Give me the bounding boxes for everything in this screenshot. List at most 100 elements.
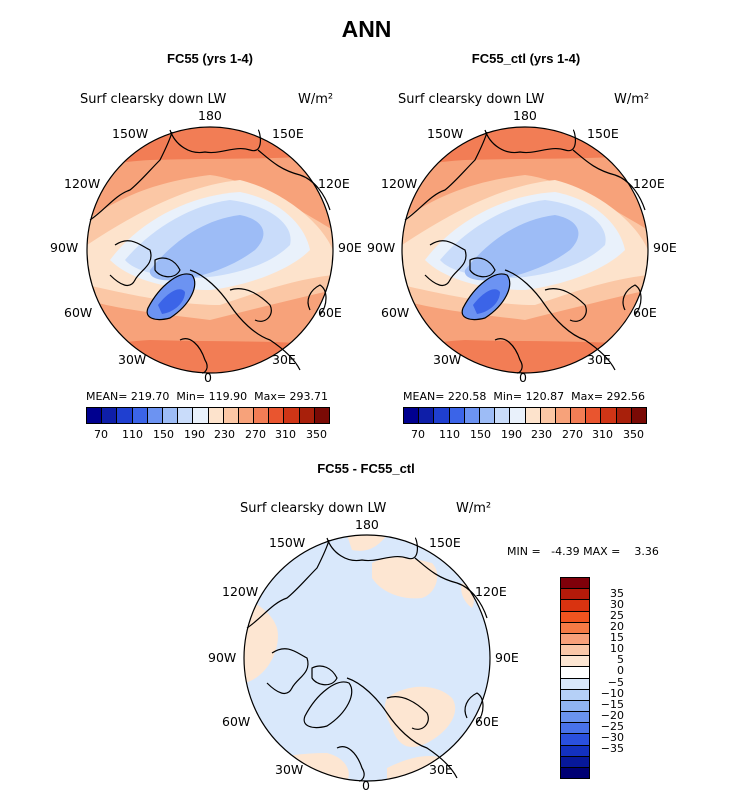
lon-label-120w: 120W (222, 584, 259, 599)
colorbar-swatch (561, 667, 589, 679)
colorbar-swatch (561, 600, 589, 612)
cb2-tick: 150 (470, 428, 491, 441)
lon-label-30e: 30E (429, 762, 453, 777)
lon-label-30e: 30E (272, 352, 296, 367)
lon-label-0: 0 (519, 370, 527, 385)
coastlines (89, 129, 331, 374)
cb3-tick: −15 (600, 697, 624, 711)
colorbar-swatch (561, 756, 589, 768)
panel-2-title: FC55_ctl (yrs 1-4) (471, 51, 581, 66)
panel-2-colorbar-ticks: 70 110 150 190 230 270 310 350 (403, 428, 647, 442)
colorbar-swatch (314, 408, 329, 423)
lon-label-30e: 30E (587, 352, 611, 367)
lon-label-90e: 90E (653, 240, 677, 255)
lon-label-180: 180 (513, 108, 537, 123)
lon-label-90e: 90E (338, 240, 362, 255)
map-field-outer (244, 535, 490, 781)
colorbar-swatch (284, 408, 300, 423)
cb3-tick: 25 (610, 608, 624, 622)
panel-1-colorbar-ticks: 70 110 150 190 230 270 310 350 (86, 428, 330, 442)
cb3-tick: −20 (600, 708, 624, 722)
colorbar-swatch (223, 408, 239, 423)
panel-2-units: W/m² (614, 92, 650, 107)
figure-title: ANN (341, 16, 392, 42)
lon-label-60w: 60W (381, 305, 410, 320)
panel-1-variable: Surf clearsky down LW (80, 92, 227, 107)
lon-label-90w: 90W (367, 240, 396, 255)
colorbar-swatch (601, 408, 617, 423)
panel-1-units: W/m² (298, 92, 334, 107)
colorbar-swatch (419, 408, 435, 423)
cb3-tick: −10 (600, 686, 624, 700)
lon-label-180: 180 (355, 517, 379, 532)
map-border (401, 126, 649, 374)
lon-label-30w: 30W (433, 352, 462, 367)
panel-3-title: FC55 - FC55_ctl (317, 461, 415, 476)
cb3-tick: −5 (607, 675, 624, 689)
cb1-tick: 270 (245, 428, 266, 441)
cb2-tick: 190 (501, 428, 522, 441)
panel-2-stats: MEAN= 220.58 Min= 120.87 Max= 292.56 (403, 390, 646, 403)
lon-label-120w: 120W (381, 176, 418, 191)
colorbar-swatch (561, 745, 589, 757)
cb3-tick: −25 (600, 720, 624, 733)
colorbar-swatch (87, 408, 103, 423)
colorbar-swatch (404, 408, 420, 423)
colorbar-swatch (561, 589, 589, 601)
cb3-tick: −30 (600, 731, 624, 745)
colorbar-swatch (561, 712, 589, 724)
colorbar-swatch (561, 656, 589, 668)
coastlines (246, 537, 488, 782)
panel-2-polar-map (401, 126, 649, 374)
colorbar-swatch (147, 408, 163, 423)
lon-label-90e: 90E (495, 650, 519, 665)
colorbar-swatch (510, 408, 526, 423)
cb3-tick: 15 (610, 631, 624, 645)
lon-label-120e: 120E (318, 176, 350, 191)
cb1-tick: 230 (214, 428, 235, 441)
lon-label-150e: 150E (272, 126, 304, 141)
cb3-tick: 35 (610, 586, 624, 600)
colorbar-swatch (495, 408, 511, 423)
cb1-tick: 190 (184, 428, 205, 441)
cb3-tick: 5 (617, 653, 624, 667)
lon-label-0: 0 (204, 370, 212, 385)
colorbar-swatch (586, 408, 602, 423)
lon-label-60e: 60E (318, 305, 342, 320)
colorbar-swatch (132, 408, 148, 423)
lon-label-30w: 30W (118, 352, 147, 367)
lon-label-120e: 120E (633, 176, 665, 191)
colorbar-swatch (238, 408, 255, 423)
panel-3-colorbar (560, 577, 590, 779)
panel-3-polar-map (243, 534, 491, 782)
panel-3-stats: MIN = -4.39 MAX = 3.36 (507, 545, 659, 558)
colorbar-swatch (102, 408, 118, 423)
map-border (243, 534, 491, 782)
lon-label-120e: 120E (475, 584, 507, 599)
cb2-tick: 110 (439, 428, 460, 441)
lon-label-150e: 150E (587, 126, 619, 141)
lon-label-150w: 150W (427, 126, 464, 141)
lon-label-30w: 30W (275, 762, 304, 777)
colorbar-swatch (561, 645, 589, 657)
cb1-tick: 310 (275, 428, 296, 441)
map-border (86, 126, 334, 374)
colorbar-swatch (561, 578, 589, 590)
cb2-tick: 350 (623, 428, 644, 441)
cb2-tick: 230 (531, 428, 552, 441)
colorbar-swatch (561, 767, 589, 779)
colorbar-swatch (117, 408, 133, 423)
lon-label-60e: 60E (475, 714, 499, 729)
colorbar-swatch (449, 408, 465, 423)
lon-label-0: 0 (362, 778, 370, 793)
coastlines (404, 129, 646, 374)
lon-label-150w: 150W (269, 535, 306, 550)
colorbar-swatch (561, 622, 589, 634)
colorbar-swatch (561, 689, 589, 701)
lon-label-60w: 60W (64, 305, 93, 320)
colorbar-swatch (561, 611, 589, 623)
colorbar-swatch (254, 408, 270, 423)
lon-label-150e: 150E (429, 535, 461, 550)
cb3-tick: 10 (610, 642, 624, 656)
panel-1-colorbar (86, 407, 330, 424)
